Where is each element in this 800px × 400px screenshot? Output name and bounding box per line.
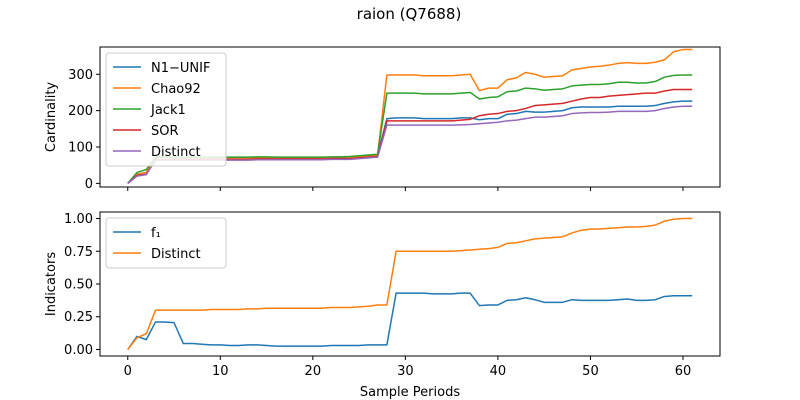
cardinality-axes-frame [99,46,721,188]
cardinality-panel: 0 100 200 300 Cardinality N1−UNIF Chao92 Jack… [44,46,721,192]
legend-label: Distinct [151,247,201,262]
indicators-legend: f₁ Distinct [105,217,227,269]
series-line-1 [127,217,693,350]
x-tick-label: 0 [124,364,132,379]
legend-label: N1−UNIF [151,61,210,76]
cardinality-y-axis-label: Cardinality [44,82,59,153]
legend-label: f₁ [151,226,161,241]
figure-title: raion (Q7688) [357,5,462,23]
x-tick-label: 20 [305,364,322,379]
x-tick-label: 40 [490,364,507,379]
legend-box [105,52,227,167]
indicators-panel: 0 10 20 30 40 50 60 0.00 0.25 0.50 0.75 1.00 Indic… [44,211,721,400]
y-tick-label: 0.25 [64,310,93,325]
indicators-x-ticks: 0 10 20 30 40 50 60 [124,356,692,379]
legend-label: Distinct [151,145,201,160]
series-line-0 [127,292,693,350]
y-tick-label: 200 [68,104,93,119]
legend-box [105,217,227,269]
x-tick-label: 50 [582,364,599,379]
indicators-y-ticks: 0.00 0.25 0.50 0.75 1.00 [64,212,100,358]
legend-label: SOR [151,124,179,139]
legend-label: Jack1 [150,103,186,118]
cardinality-y-ticks: 0 100 200 300 [68,68,100,192]
indicators-lines [127,217,693,350]
y-tick-label: 1.00 [64,212,93,227]
legend-label: Chao92 [151,82,201,97]
x-tick-label: 10 [212,364,229,379]
y-tick-label: 0.75 [64,245,93,260]
y-tick-label: 0.00 [64,343,93,358]
x-tick-label: 30 [397,364,414,379]
cardinality-legend: N1−UNIF Chao92 Jack1 SOR Distinct [105,52,227,167]
y-tick-label: 100 [68,141,93,156]
y-tick-label: 0.50 [64,278,93,293]
cardinality-x-ticks [127,187,684,191]
x-axis-label: Sample Periods [360,385,460,400]
indicators-y-axis-label: Indicators [44,252,59,316]
y-tick-label: 300 [68,68,93,83]
y-tick-label: 0 [85,177,93,192]
x-tick-label: 60 [675,364,692,379]
